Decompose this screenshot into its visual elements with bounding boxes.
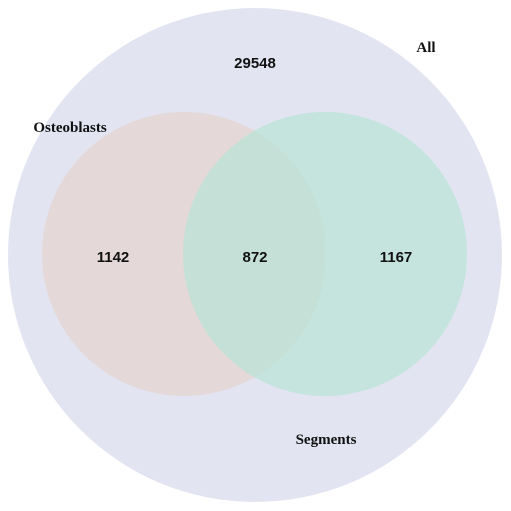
all-set-label: All: [416, 40, 435, 56]
outside-count: 29548: [234, 55, 276, 72]
segments-set-label: Segments: [296, 432, 357, 448]
osteoblasts-set-label: Osteoblasts: [33, 120, 107, 136]
segments-only-count: 1167: [380, 249, 413, 266]
osteoblasts-only-count: 1142: [97, 249, 130, 266]
segments-set-circle: [183, 112, 467, 396]
intersection-count: 872: [242, 249, 267, 266]
